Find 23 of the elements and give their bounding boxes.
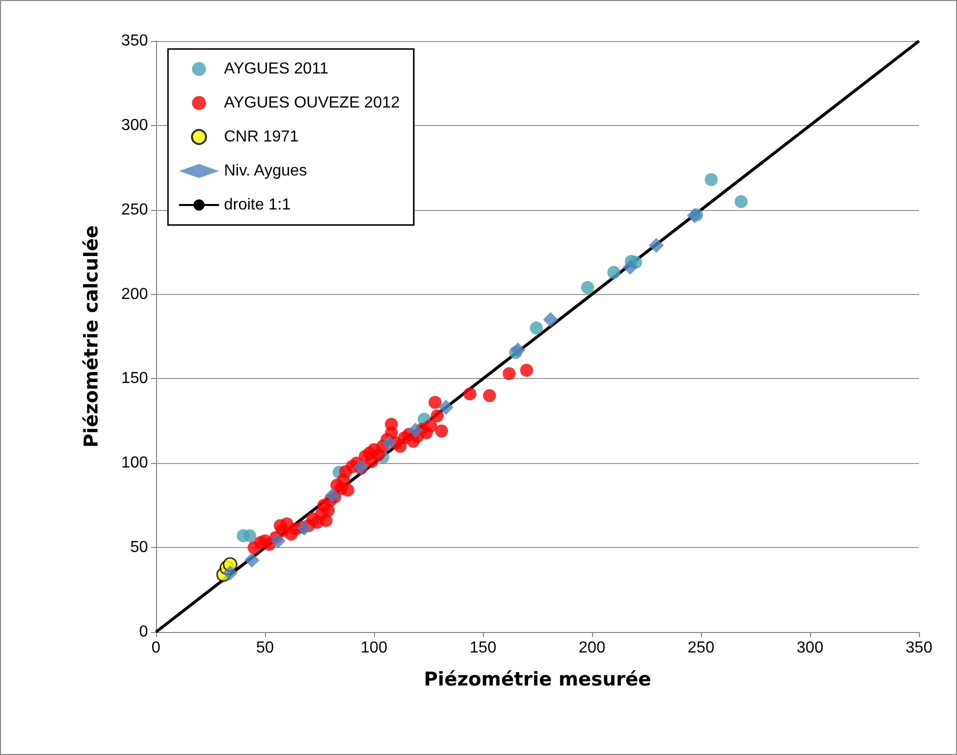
y-tick-label: 50 xyxy=(130,539,148,556)
legend-label: CNR 1971 xyxy=(224,128,299,146)
x-tick-label: 100 xyxy=(360,640,388,656)
x-tick-label: 200 xyxy=(578,640,606,656)
y-tick-label: 150 xyxy=(121,370,148,388)
legend-label: AYGUES 2011 xyxy=(224,60,328,78)
x-tick-label: 150 xyxy=(470,640,496,656)
y-tick-label: 200 xyxy=(121,286,148,303)
y-tick-label: 0 xyxy=(139,624,148,640)
x-tick-label: 50 xyxy=(256,640,274,656)
x-tick-label: 300 xyxy=(796,640,824,656)
y-tick-label: 350 xyxy=(121,32,148,50)
y-axis-title: Piézométrie calculée xyxy=(80,225,102,448)
y-tick-label: 300 xyxy=(121,116,148,134)
x-tick-label: 250 xyxy=(688,640,714,656)
legend-label: droite 1:1 xyxy=(224,196,291,214)
y-tick-label: 250 xyxy=(121,201,148,218)
x-tick-label: 350 xyxy=(906,640,932,656)
legend-label: AYGUES OUVEZE 2012 xyxy=(224,94,400,112)
y-tick-label: 100 xyxy=(121,454,148,472)
x-tick-label: 0 xyxy=(152,640,161,656)
x-axis-title: Piézométrie mesurée xyxy=(424,668,652,690)
legend-label: Niv. Aygues xyxy=(224,162,308,180)
